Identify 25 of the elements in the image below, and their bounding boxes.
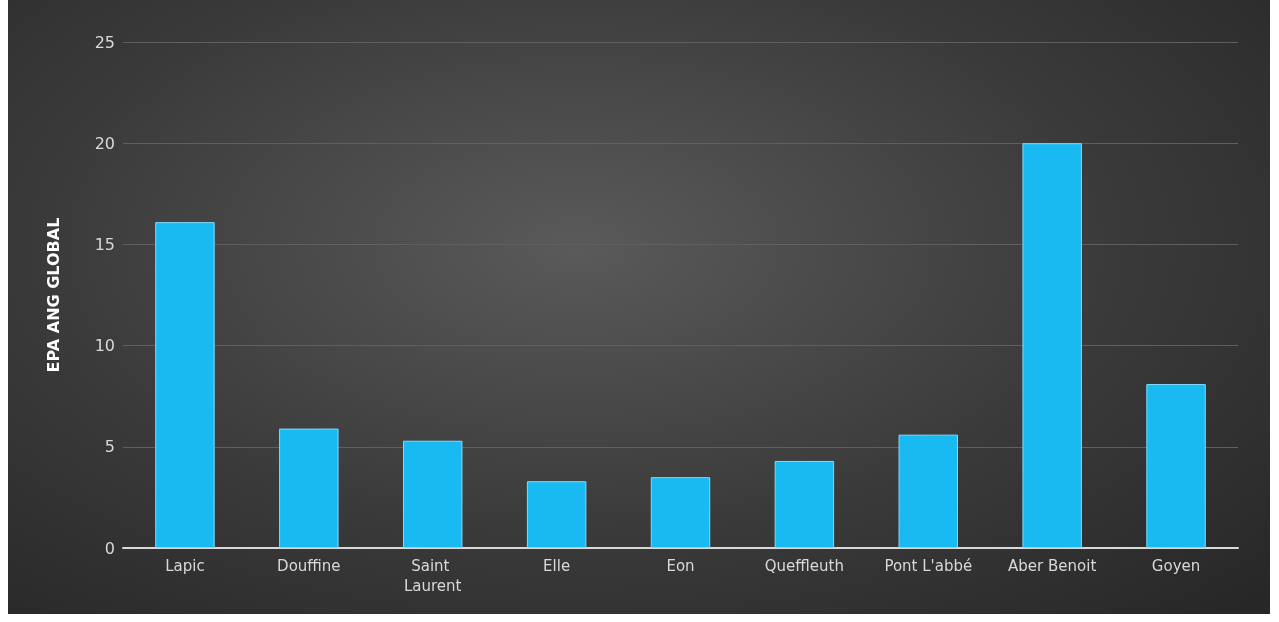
bar: [155, 222, 215, 548]
bar: [1022, 143, 1082, 548]
x-tick-label: Goyen: [1151, 557, 1201, 575]
x-tick-label: Pont L'abbé: [884, 557, 973, 575]
x-tick-label: Lapic: [165, 557, 205, 575]
bar: [774, 460, 835, 548]
y-tick-label: 20: [94, 133, 115, 153]
x-tick-label: Queffleuth: [764, 557, 844, 575]
x-tick-label: Aber Benoit: [1008, 557, 1097, 575]
y-tick-label: 15: [94, 234, 115, 254]
bar: [650, 477, 711, 548]
x-tick-label: Eon: [666, 557, 695, 575]
bar: [279, 428, 339, 548]
x-tick-label: Saint Laurent: [403, 557, 462, 595]
y-tick-label: 10: [94, 336, 115, 356]
bar: [898, 434, 959, 548]
y-tick-label: 5: [104, 437, 115, 457]
x-tick-label: Douffine: [277, 557, 341, 575]
bar: [526, 481, 587, 548]
bar: [1146, 384, 1206, 548]
y-tick-label: 25: [94, 32, 115, 52]
bar: [402, 440, 463, 548]
x-tick-label: Elle: [543, 557, 571, 575]
y-axis-title: EPA ANG GLOBAL: [43, 217, 63, 373]
y-tick-label: 0: [104, 538, 115, 558]
